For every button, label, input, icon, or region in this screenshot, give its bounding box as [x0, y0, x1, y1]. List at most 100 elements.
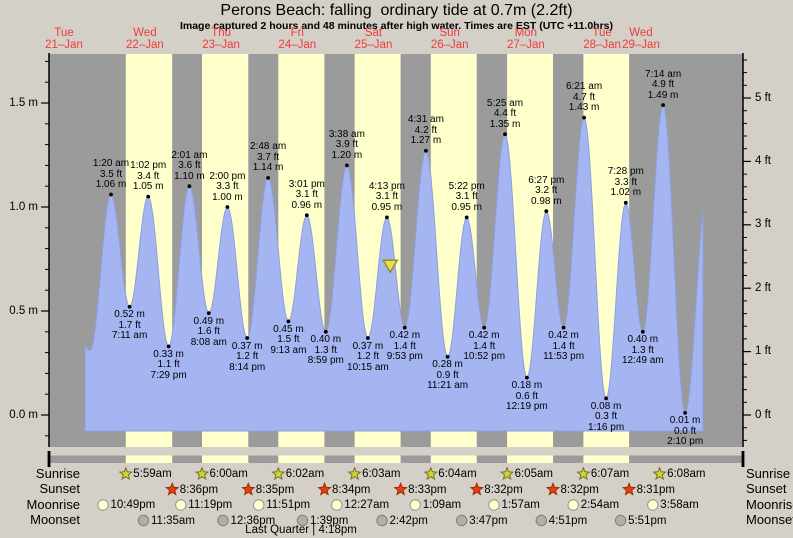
tide-event-dot: [323, 329, 328, 334]
tide-label-line: 0.42 m: [389, 330, 421, 342]
tide-event-dot: [424, 148, 428, 153]
y-axis-label-ft: 5 ft: [755, 91, 771, 104]
tide-label-line: 0.37 m: [352, 340, 384, 352]
sunset-time: 8:31pm: [636, 483, 675, 496]
tide-label-line: 1.05 m: [132, 181, 164, 193]
sunrise-icon: [499, 466, 515, 481]
tide-label-line: 1.2 ft: [356, 351, 380, 362]
tide-label-line: 5:25 am: [486, 97, 524, 109]
sunset-icon: [241, 481, 256, 496]
moonrise-time: 2:54am: [580, 499, 620, 511]
sunset-time: 8:32pm: [560, 483, 599, 496]
tide-event-dot: [266, 176, 270, 180]
y-axis-label-m: 1.5 m: [9, 96, 38, 109]
tide-label-line: 3.1 ft: [455, 191, 478, 203]
moonset-icon: [614, 514, 627, 527]
tide-event-dot: [127, 304, 132, 309]
tide-label-line: 8:59 pm: [307, 355, 344, 367]
sunset-icon: [469, 481, 485, 496]
low-tide-label: 0.49 m 1.6 ft 8:08 am: [177, 315, 241, 349]
day-date: 22–Jan: [126, 38, 164, 51]
moonset-time: 11:35am: [151, 514, 195, 527]
tide-event-dot: [385, 215, 389, 220]
tide-label-line: 0.42 m: [468, 330, 500, 342]
low-tide-label: 0.42 m 1.4 ft 9:53 pm: [373, 331, 437, 363]
tide-event-dot: [582, 115, 586, 120]
tide-label-line: 1.20 m: [331, 149, 363, 161]
tide-label-line: 1.7 ft: [118, 319, 141, 331]
strip-day-band: [430, 455, 477, 463]
tide-label-line: 1.4 ft: [393, 340, 416, 352]
tide-label-line: 1.10 m: [174, 170, 205, 182]
sunrise-row-label-right: Sunrise: [746, 466, 791, 481]
moonrise-icon: [647, 499, 659, 511]
tide-event-dot: [604, 396, 608, 401]
tide-label-line: 0.40 m: [310, 334, 342, 346]
tide-curve: [84, 103, 704, 432]
moonset-icon: [296, 514, 309, 527]
day-weekday: Sat: [364, 27, 383, 39]
tide-event-dot: [304, 213, 309, 218]
tide-label-line: 10:52 pm: [463, 351, 506, 363]
tide-label-line: 0.9 ft: [436, 369, 459, 381]
tide-label-line: 2:48 am: [250, 141, 287, 153]
day-label: Sun 26–Jan: [412, 27, 488, 51]
tide-label-line: 0.6 ft: [515, 390, 539, 402]
tide-label-line: 7:11 am: [111, 330, 148, 342]
day-weekday: Sun: [439, 27, 460, 39]
tide-label-line: 7:14 am: [645, 68, 682, 80]
moonrise-time: 1:09am: [422, 499, 462, 511]
day-label: Sat 25–Jan: [336, 27, 412, 51]
low-tide-label: 0.37 m 1.2 ft 10:15 am: [336, 340, 400, 374]
sunset-icon: [317, 481, 332, 496]
tide-label-line: 0.52 m: [114, 309, 145, 321]
moonrise-time: 10:49pm: [110, 499, 156, 511]
tide-event-dot: [482, 325, 487, 330]
tide-event-dot: [225, 205, 230, 209]
tide-event-dot: [623, 200, 628, 205]
moonrise-time: 11:19pm: [188, 499, 233, 511]
tide-event-dot: [561, 325, 566, 330]
moonset-icon: [456, 514, 468, 527]
tide-label-line: 0.49 m: [193, 315, 225, 327]
sunset-row-label-right: Sunset: [746, 481, 787, 496]
moonrise-row-label-left: Moonrise: [26, 497, 80, 512]
moonrise-icon: [175, 499, 187, 511]
low-tide-label: 0.45 m 1.5 ft 9:13 am: [256, 324, 320, 357]
day-weekday: Wed: [133, 27, 157, 39]
low-tide-label: 0.52 m 1.7 ft 7:11 am: [98, 310, 162, 342]
page-title: Perons Beach: falling ordinary tide at 0…: [220, 2, 573, 19]
tide-label-line: 0.95 m: [451, 201, 482, 213]
strip-day-band: [507, 455, 553, 463]
day-label: Thu 23–Jan: [183, 27, 259, 51]
day-date: 23–Jan: [202, 38, 240, 51]
moonset-time: 5:51pm: [628, 514, 667, 527]
tide-label-line: 0.08 m: [590, 400, 622, 412]
tide-label-line: 0.40 m: [627, 334, 659, 346]
tide-label-line: 1.49 m: [647, 89, 679, 101]
sunrise-time: 6:05am: [514, 468, 553, 480]
high-tide-label: 5:25 am 4.4 ft 1.35 m: [473, 97, 537, 131]
sunset-time: 8:35pm: [255, 483, 295, 496]
y-axis-label-m: 0.0 m: [9, 408, 38, 421]
tide-label-line: 0.28 m: [432, 359, 463, 371]
tide-label-line: 0.37 m: [231, 340, 263, 352]
y-axis-label-ft: 2 ft: [755, 281, 771, 294]
high-tide-label: 4:13 pm 3.1 ft 0.95 m: [355, 181, 419, 214]
y-axis-label-m: 1.0 m: [9, 200, 38, 213]
tide-label-line: 3.1 ft: [295, 189, 318, 201]
moonset-time: 3:47pm: [469, 514, 508, 527]
tide-label-line: 7:28 pm: [607, 166, 644, 178]
tide-label-line: 4.4 ft: [493, 108, 517, 120]
day-weekday: Tue: [592, 27, 612, 39]
tide-label-line: 1.06 m: [95, 179, 127, 190]
moonset-icon: [535, 514, 547, 527]
tide-label-line: 4.2 ft: [414, 124, 438, 136]
tide-label-line: 1.43 m: [568, 102, 600, 114]
moonrise-time: 12:27am: [344, 499, 390, 511]
tide-event-dot: [206, 311, 211, 315]
sunrise-icon: [271, 466, 286, 481]
high-tide-label: 2:00 pm 3.3 ft 1.00 m: [195, 171, 259, 204]
